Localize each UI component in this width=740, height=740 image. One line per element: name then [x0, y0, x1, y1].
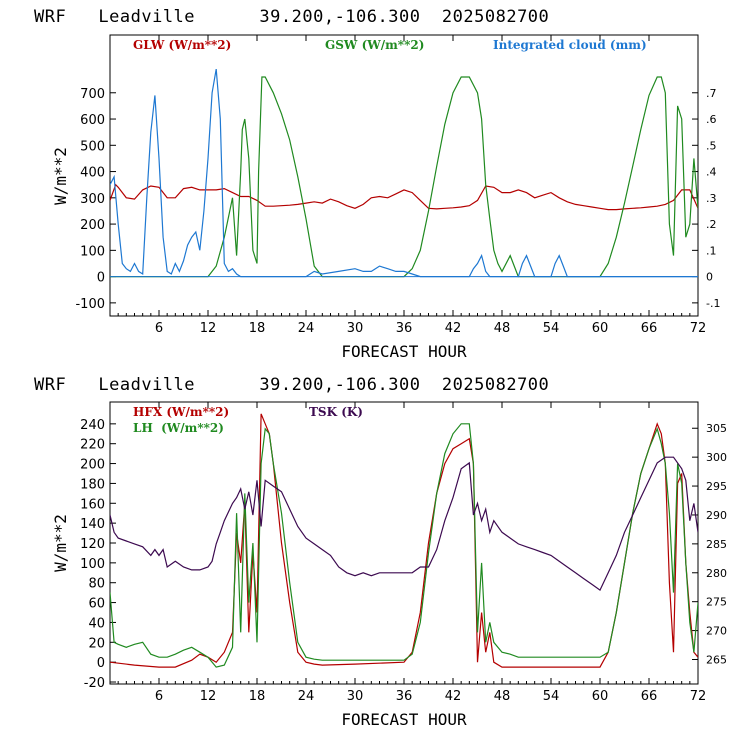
y-tick-label: 220: [80, 438, 105, 453]
x-tick-label: 6: [155, 321, 163, 336]
y-tick-label: 0: [97, 656, 105, 671]
y2-tick-label: 275: [706, 596, 727, 609]
y2-tick-label: .1: [706, 244, 717, 257]
y2-tick-label: .5: [706, 139, 717, 152]
x-tick-label: 42: [445, 321, 462, 336]
y-tick-label: 100: [80, 244, 105, 259]
chart-title: WRF Leadville 39.200,-106.300 2025082700: [34, 375, 549, 395]
legend-entry: GSW (W/m**2): [325, 38, 424, 52]
x-tick-label: 30: [347, 689, 364, 704]
y2-tick-label: -.1: [706, 297, 720, 310]
y-tick-label: 100: [80, 557, 105, 572]
y2-tick-label: 265: [706, 653, 727, 666]
y-tick-label: 20: [88, 636, 105, 651]
chart-title: WRF Leadville 39.200,-106.300 2025082700: [34, 7, 549, 27]
y-axis-label: W/m**2: [51, 514, 70, 572]
x-axis-label: FORECAST HOUR: [341, 342, 467, 361]
y2-tick-label: .4: [706, 166, 717, 179]
y2-tick-label: .7: [706, 87, 717, 100]
y-tick-label: 60: [88, 597, 105, 612]
x-tick-label: 12: [200, 321, 217, 336]
x-tick-label: 18: [249, 689, 266, 704]
x-tick-label: 42: [445, 689, 462, 704]
y-tick-label: 600: [80, 113, 105, 128]
y2-tick-label: 305: [706, 422, 727, 435]
y-tick-label: 180: [80, 477, 105, 492]
y-tick-label: 160: [80, 497, 105, 512]
y2-tick-label: 290: [706, 509, 727, 522]
x-tick-label: 18: [249, 321, 266, 336]
panel-radiation: WRF Leadville 39.200,-106.300 2025082700…: [34, 7, 720, 361]
y-tick-label: 200: [80, 218, 105, 233]
x-tick-label: 12: [200, 689, 217, 704]
y-tick-label: 120: [80, 537, 105, 552]
y2-tick-label: 295: [706, 480, 727, 493]
x-tick-label: 24: [298, 689, 315, 704]
y-axis-label: W/m**2: [51, 147, 70, 205]
x-tick-label: 66: [641, 689, 658, 704]
x-tick-label: 72: [690, 321, 707, 336]
y2-tick-label: 285: [706, 538, 727, 551]
y-tick-label: 40: [88, 616, 105, 631]
series-line-green: [110, 76, 698, 278]
series-line-red: [110, 413, 698, 668]
y-tick-label: 500: [80, 139, 105, 154]
y2-tick-label: .2: [706, 218, 717, 231]
x-tick-label: 54: [543, 321, 560, 336]
x-tick-label: 36: [396, 689, 413, 704]
x-tick-label: 60: [592, 321, 609, 336]
y2-tick-label: 270: [706, 625, 727, 638]
plot-frame: [109, 34, 699, 317]
y2-tick-label: 300: [706, 451, 727, 464]
y-tick-label: -100: [75, 297, 105, 312]
series-line-green: [110, 423, 698, 668]
legend-entry: Integrated cloud (mm): [493, 38, 647, 52]
x-tick-label: 72: [690, 689, 707, 704]
y2-tick-label: .6: [706, 113, 717, 126]
panel-surface-flux: WRF Leadville 39.200,-106.300 2025082700…: [34, 375, 727, 729]
y-tick-label: 80: [88, 577, 105, 592]
x-tick-label: 24: [298, 321, 315, 336]
series-line-purple: [110, 456, 698, 592]
y-tick-label: -20: [84, 676, 105, 691]
y-tick-label: 0: [97, 271, 105, 286]
y2-tick-label: 280: [706, 567, 727, 580]
legend-entry: LH (W/m**2): [133, 421, 224, 435]
x-tick-label: 60: [592, 689, 609, 704]
x-tick-label: 48: [494, 689, 511, 704]
x-tick-label: 30: [347, 321, 364, 336]
x-tick-label: 66: [641, 321, 658, 336]
series-line-red: [110, 183, 698, 211]
legend-entry: HFX (W/m**2): [133, 405, 229, 419]
legend-entry: GLW (W/m**2): [133, 38, 231, 52]
y-tick-label: 400: [80, 166, 105, 181]
y-tick-label: 300: [80, 192, 105, 207]
x-axis-label: FORECAST HOUR: [341, 710, 467, 729]
y-tick-label: 700: [80, 87, 105, 102]
y-tick-label: 240: [80, 418, 105, 433]
y-tick-label: 140: [80, 517, 105, 532]
series-line-blue: [110, 68, 698, 278]
x-tick-label: 54: [543, 689, 560, 704]
x-tick-label: 6: [155, 689, 163, 704]
y-tick-label: 200: [80, 458, 105, 473]
x-tick-label: 36: [396, 321, 413, 336]
y2-tick-label: 0: [706, 271, 713, 284]
y2-tick-label: .3: [706, 192, 717, 205]
x-tick-label: 48: [494, 321, 511, 336]
legend-entry: TSK (K): [309, 405, 363, 419]
